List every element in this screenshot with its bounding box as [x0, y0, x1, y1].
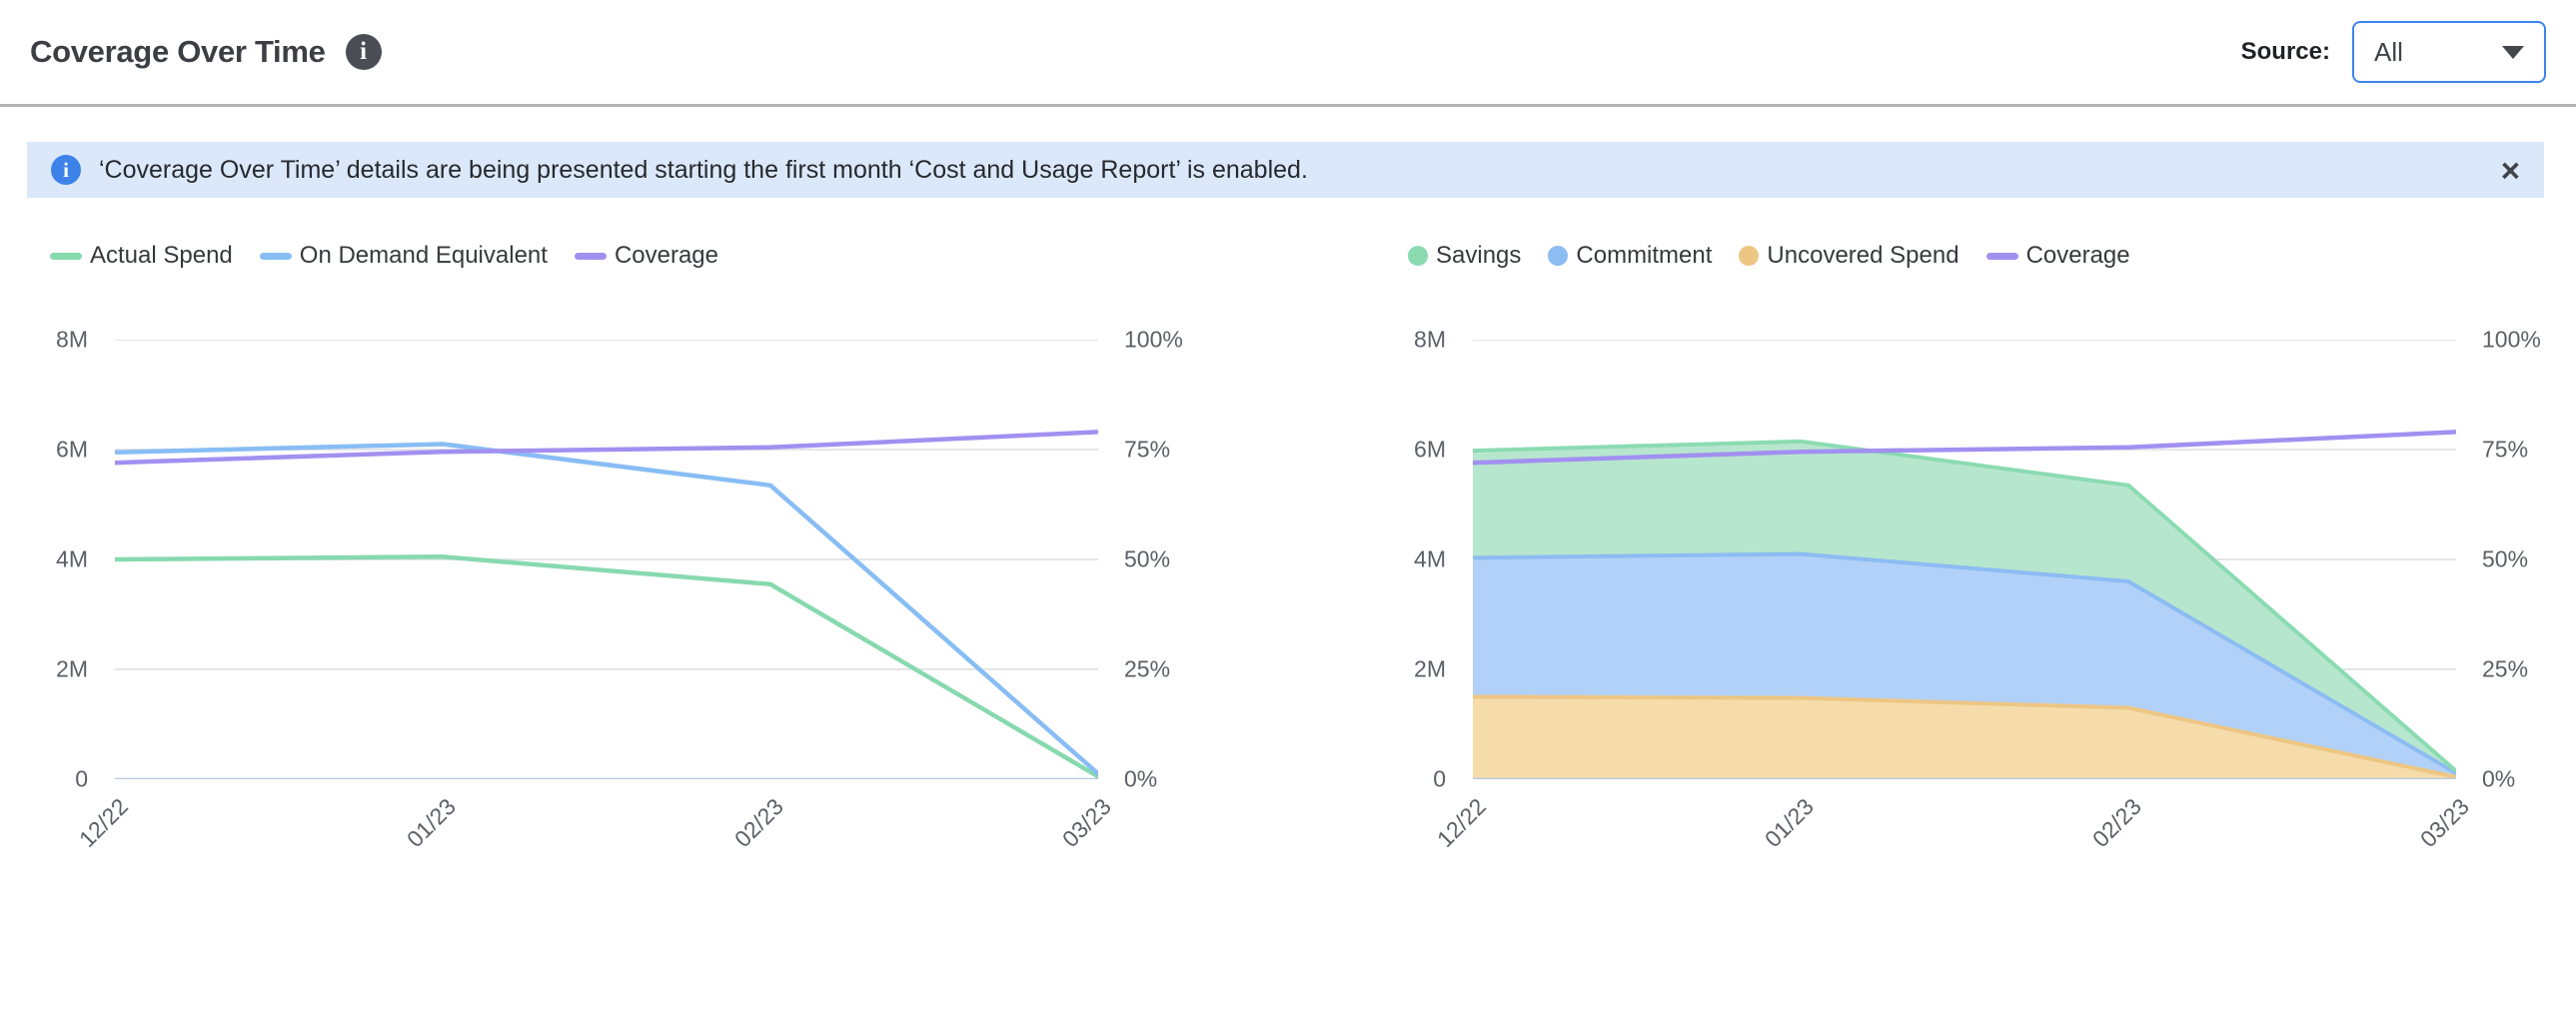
series-actual-spend-line	[115, 556, 1098, 776]
legend-item-commitment[interactable]: Commitment	[1548, 242, 1712, 270]
chart-legend: Savings Commitment Uncovered Spend Coverage	[1408, 242, 2546, 270]
legend-label: Commitment	[1576, 242, 1713, 269]
legend-item-on-demand-equivalent[interactable]: On Demand Equivalent	[259, 242, 548, 270]
axis-tick-label: 25%	[1124, 655, 1171, 682]
legend-item-coverage[interactable]: Coverage	[1985, 242, 2130, 270]
axis-tick-label: 8M	[1414, 326, 1446, 353]
axis-tick-label: 75%	[1124, 436, 1171, 463]
source-dropdown[interactable]: All	[2352, 21, 2546, 83]
chart-svg	[1473, 340, 2456, 779]
axis-tick-label: 6M	[56, 436, 88, 463]
x-axis-label: 02/23	[2087, 793, 2147, 853]
axis-tick-label: 6M	[1414, 436, 1446, 463]
banner-text: ‘Coverage Over Time’ details are being p…	[99, 155, 1308, 184]
chart-panel-lines: Actual Spend On Demand Equivalent Coverage…	[30, 242, 1188, 949]
axis-tick-label: 100%	[2482, 326, 2541, 353]
circle-marker-icon	[1408, 246, 1428, 266]
series-on-demand-equivalent-line	[115, 445, 1098, 774]
axis-tick-label: 0%	[2482, 765, 2516, 792]
y-axis-left: 8M 6M 4M 2M 0	[30, 327, 115, 792]
source-label: Source:	[2240, 38, 2330, 65]
legend-label: Savings	[1436, 242, 1522, 269]
chart-grid: 8M 6M 4M 2M 0 100% 75% 50% 25% 0% 12/22 01/23 02/2…	[1388, 327, 2546, 949]
axis-tick-label: 50%	[1124, 545, 1171, 572]
circle-marker-icon	[1739, 246, 1760, 266]
header: Coverage Over Time i Source: All	[0, 0, 2576, 107]
y-axis-right: 100% 75% 50% 25% 0%	[2456, 327, 2546, 792]
chart-panel-stacked: Savings Commitment Uncovered Spend Coverage…	[1388, 242, 2546, 949]
line-marker-icon	[50, 252, 82, 260]
series-uncovered-spend-edge	[1473, 697, 2456, 777]
banner-info-icon: i	[51, 155, 81, 185]
legend-label: Coverage	[614, 242, 718, 269]
legend-label: Actual Spend	[90, 242, 233, 269]
legend-item-actual-spend[interactable]: Actual Spend	[50, 242, 233, 270]
axis-tick-label: 0%	[1124, 765, 1158, 792]
legend-item-uncovered-spend[interactable]: Uncovered Spend	[1739, 242, 1959, 270]
x-axis-label: 01/23	[1760, 793, 1820, 853]
series-uncovered-spend-area	[1473, 696, 2456, 779]
title-info-icon[interactable]: i	[345, 34, 382, 70]
legend-item-savings[interactable]: Savings	[1408, 242, 1521, 270]
axis-tick-label: 4M	[1414, 545, 1446, 572]
title-wrap: Coverage Over Time i	[30, 34, 382, 70]
line-marker-icon	[259, 252, 292, 260]
chart-svg	[115, 340, 1098, 779]
legend-label: Uncovered Spend	[1767, 242, 1959, 269]
plot-area	[115, 340, 1098, 779]
x-axis-label: 03/23	[2415, 793, 2475, 853]
x-axis-label: 12/22	[74, 793, 134, 853]
axis-tick-label: 100%	[1124, 326, 1183, 353]
axis-tick-label: 0	[75, 765, 88, 792]
axis-tick-label: 25%	[2482, 655, 2529, 682]
x-axis-label: 01/23	[402, 793, 462, 853]
info-banner: i ‘Coverage Over Time’ details are being…	[27, 142, 2544, 198]
banner-close-icon[interactable]: ×	[2500, 151, 2520, 189]
chart-legend: Actual Spend On Demand Equivalent Coverage	[50, 242, 1188, 270]
x-axis-label: 02/23	[729, 793, 789, 853]
page-title: Coverage Over Time	[30, 34, 326, 69]
legend-item-coverage[interactable]: Coverage	[574, 242, 718, 270]
x-axis: 12/22 01/23 02/23 03/23	[1432, 779, 2474, 949]
axis-tick-label: 75%	[2482, 436, 2529, 463]
series-coverage-line	[115, 432, 1098, 463]
axis-tick-label: 50%	[2482, 545, 2529, 572]
source-dropdown-value: All	[2374, 36, 2403, 67]
line-marker-icon	[1985, 252, 2018, 260]
axis-tick-label: 2M	[1414, 655, 1446, 682]
axis-tick-label: 2M	[56, 655, 88, 682]
chevron-down-icon	[2502, 45, 2524, 59]
x-axis-label: 03/23	[1057, 793, 1117, 853]
axis-tick-label: 8M	[56, 326, 88, 353]
series-savings-edge	[1473, 442, 2456, 771]
legend-label: On Demand Equivalent	[299, 242, 548, 269]
series-commitment-edge	[1473, 554, 2456, 773]
series-coverage-line	[1473, 432, 2456, 463]
line-marker-icon	[574, 252, 607, 260]
x-axis-label: 12/22	[1432, 793, 1492, 853]
source-filter: Source: All	[2241, 21, 2546, 83]
axis-tick-label: 0	[1433, 765, 1446, 792]
plot-area	[1473, 340, 2456, 779]
axis-tick-label: 4M	[56, 545, 88, 572]
chart-grid: 8M 6M 4M 2M 0 100% 75% 50% 25% 0% 12/22 01/23 02/2…	[30, 327, 1188, 949]
y-axis-right: 100% 75% 50% 25% 0%	[1098, 327, 1188, 792]
charts-section: Actual Spend On Demand Equivalent Coverage…	[0, 242, 2576, 949]
circle-marker-icon	[1548, 246, 1569, 266]
x-axis: 12/22 01/23 02/23 03/23	[74, 779, 1116, 949]
legend-label: Coverage	[2025, 242, 2130, 269]
y-axis-left: 8M 6M 4M 2M 0	[1388, 327, 1473, 792]
